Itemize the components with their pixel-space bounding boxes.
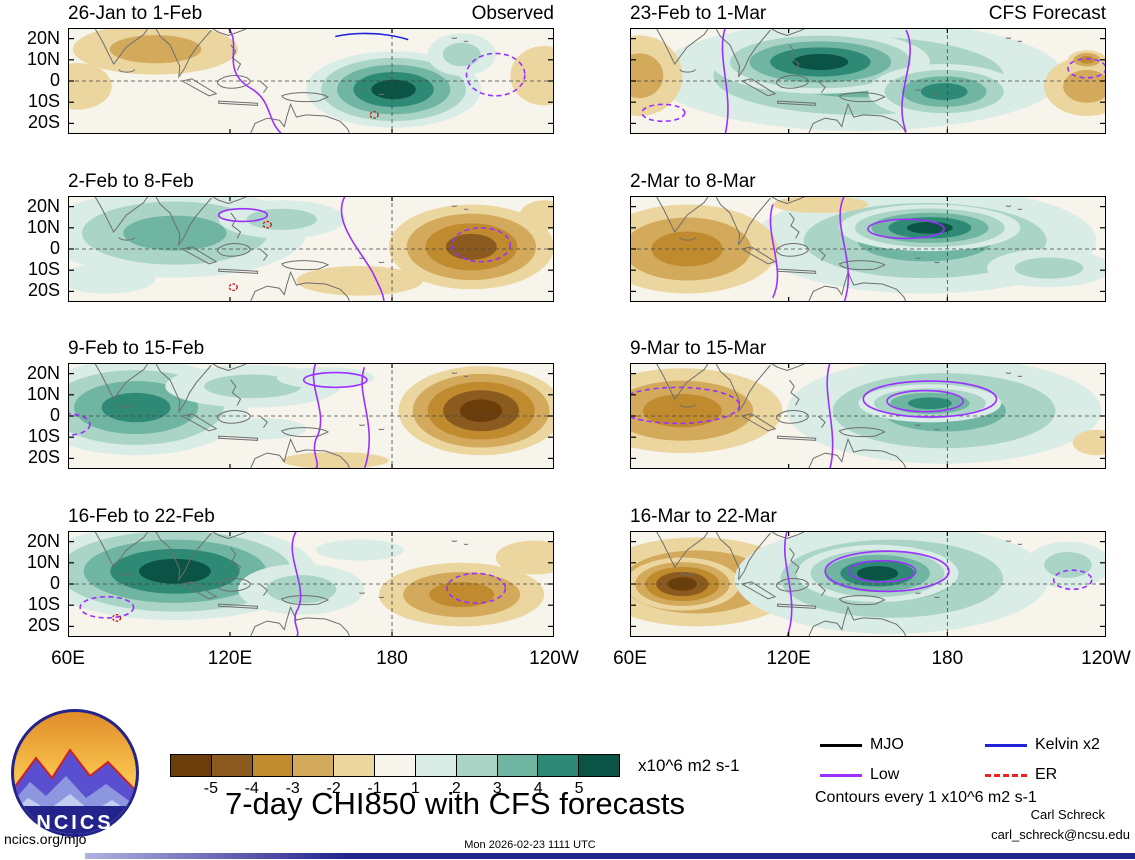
ncics-logo: NCICS	[11, 709, 139, 837]
y-axis-tick-label: 10N	[26, 383, 60, 404]
bottom-accent-bar	[85, 853, 1135, 859]
y-axis-tick-label: 20S	[27, 615, 60, 636]
panel-date-range: 9-Mar to 15-Mar	[630, 338, 767, 359]
column-label: Observed	[471, 3, 554, 24]
map-panel	[68, 363, 554, 469]
panel-date-range: 16-Mar to 22-Mar	[630, 506, 777, 527]
panel-title: 16-Mar to 22-Mar	[630, 506, 1106, 528]
colorbar	[170, 754, 620, 777]
y-axis-tick-label: 10N	[26, 216, 60, 237]
colorbar-segment	[538, 755, 580, 776]
map-panel	[630, 363, 1106, 469]
colorbar-segment	[171, 755, 212, 776]
legend-line-sample	[820, 744, 862, 747]
map-panel	[68, 196, 554, 302]
logo-text: NCICS	[36, 812, 113, 834]
author-email: carl_schreck@ncsu.edu	[991, 827, 1130, 842]
map-panel	[630, 196, 1106, 302]
contour-interval-note: Contours every 1 x10^6 m2 s-1	[815, 789, 1037, 806]
colorbar-segment	[211, 755, 253, 776]
y-axis-tick-label: 0	[49, 405, 60, 425]
colorbar-segment	[293, 755, 335, 776]
panel-title: 2-Mar to 8-Mar	[630, 171, 1106, 193]
panel-title: 26-Jan to 1-Feb Observed	[68, 3, 554, 25]
y-axis-tick-label: 0	[49, 573, 60, 593]
colorbar-unit-label: x10^6 m2 s-1	[638, 756, 740, 775]
x-axis-tick-label: 120E	[207, 648, 253, 669]
panel-date-range: 9-Feb to 15-Feb	[68, 338, 205, 359]
colorbar-tick-label: 3	[492, 780, 502, 797]
colorbar-segment	[497, 755, 539, 776]
colorbar-tick-label: -1	[367, 780, 382, 797]
colorbar-tick-label: -5	[203, 780, 219, 797]
storm-marker-icon	[228, 283, 238, 292]
panel-title: 16-Feb to 22-Feb	[68, 506, 554, 528]
generation-timestamp: Mon 2026-02-23 1111 UTC	[464, 839, 596, 851]
y-axis-tick-label: 0	[49, 70, 60, 90]
colorbar-segment	[456, 755, 498, 776]
panel-title: 23-Feb to 1-Mar CFS Forecast	[630, 3, 1106, 25]
y-axis-tick-label: 20N	[26, 27, 60, 48]
y-axis-tick-label: 20N	[26, 195, 60, 216]
legend-line-sample	[820, 774, 862, 777]
y-axis-tick-label: 10S	[27, 594, 60, 615]
panel-title: 2-Feb to 8-Feb	[68, 171, 554, 193]
legend-item-label: ER	[1035, 766, 1058, 783]
legend-item-label: Kelvin x2	[1035, 736, 1100, 753]
panel-title: 9-Mar to 15-Mar	[630, 338, 1106, 360]
x-axis-tick-label: 120W	[1081, 648, 1131, 669]
y-axis-tick-label: 10S	[27, 91, 60, 112]
colorbar-tick-label: -4	[244, 780, 259, 797]
y-axis-tick-label: 10S	[27, 426, 60, 447]
author-credit: Carl Schreck	[1030, 807, 1105, 822]
panel-date-range: 16-Feb to 22-Feb	[68, 506, 215, 527]
x-axis-tick-label: 60E	[613, 648, 647, 669]
x-axis-tick-label: 120E	[766, 648, 811, 669]
map-panel	[68, 28, 554, 134]
panel-date-range: 2-Mar to 8-Mar	[630, 171, 756, 192]
storm-marker-icon	[262, 220, 272, 229]
x-axis-tick-label: 180	[931, 648, 964, 669]
storm-marker-icon	[369, 111, 379, 119]
legend-item-label: Low	[870, 766, 900, 783]
y-axis-tick-label: 20N	[26, 530, 60, 551]
y-axis-tick-label: 10N	[26, 551, 60, 572]
column-label: CFS Forecast	[988, 3, 1106, 24]
colorbar-segment	[579, 755, 619, 776]
colorbar-segment	[375, 755, 416, 776]
colorbar-tick-label: 4	[533, 780, 543, 797]
map-panel	[68, 531, 554, 637]
colorbar-tick-label: 1	[411, 780, 420, 797]
x-axis-tick-label: 60E	[51, 648, 85, 669]
y-axis-tick-label: 10N	[26, 48, 60, 69]
colorbar-segment	[334, 755, 376, 776]
colorbar-segment	[415, 755, 457, 776]
colorbar-tick-label: -3	[285, 780, 300, 797]
legend-line-sample	[985, 774, 1027, 777]
site-url: ncics.org/mjo	[4, 831, 87, 847]
chart-title: 7-day CHI850 with CFS forecasts	[224, 786, 685, 821]
panel-date-range: 26-Jan to 1-Feb	[68, 3, 203, 24]
legend-line-sample	[985, 744, 1027, 747]
map-panel	[630, 531, 1106, 637]
y-axis-tick-label: 20S	[27, 447, 60, 468]
y-axis-tick-label: 20S	[27, 112, 60, 133]
panel-date-range: 23-Feb to 1-Mar	[630, 3, 767, 24]
y-axis-tick-label: 10S	[27, 259, 60, 280]
x-axis-tick-label: 120W	[529, 648, 579, 669]
y-axis-tick-label: 20N	[26, 362, 60, 383]
storm-marker-icon	[111, 614, 122, 622]
colorbar-tick-label: 5	[574, 780, 584, 797]
legend-item-label: MJO	[870, 736, 904, 753]
panel-date-range: 2-Feb to 8-Feb	[68, 171, 194, 192]
y-axis-tick-label: 0	[49, 238, 60, 258]
y-axis-tick-label: 20S	[27, 280, 60, 301]
x-axis-tick-label: 180	[376, 648, 408, 669]
panel-title: 9-Feb to 15-Feb	[68, 338, 554, 360]
colorbar-tick-label: 2	[451, 780, 461, 797]
colorbar-tick-label: -2	[326, 780, 341, 797]
map-panel	[630, 28, 1106, 134]
colorbar-segment	[252, 755, 294, 776]
